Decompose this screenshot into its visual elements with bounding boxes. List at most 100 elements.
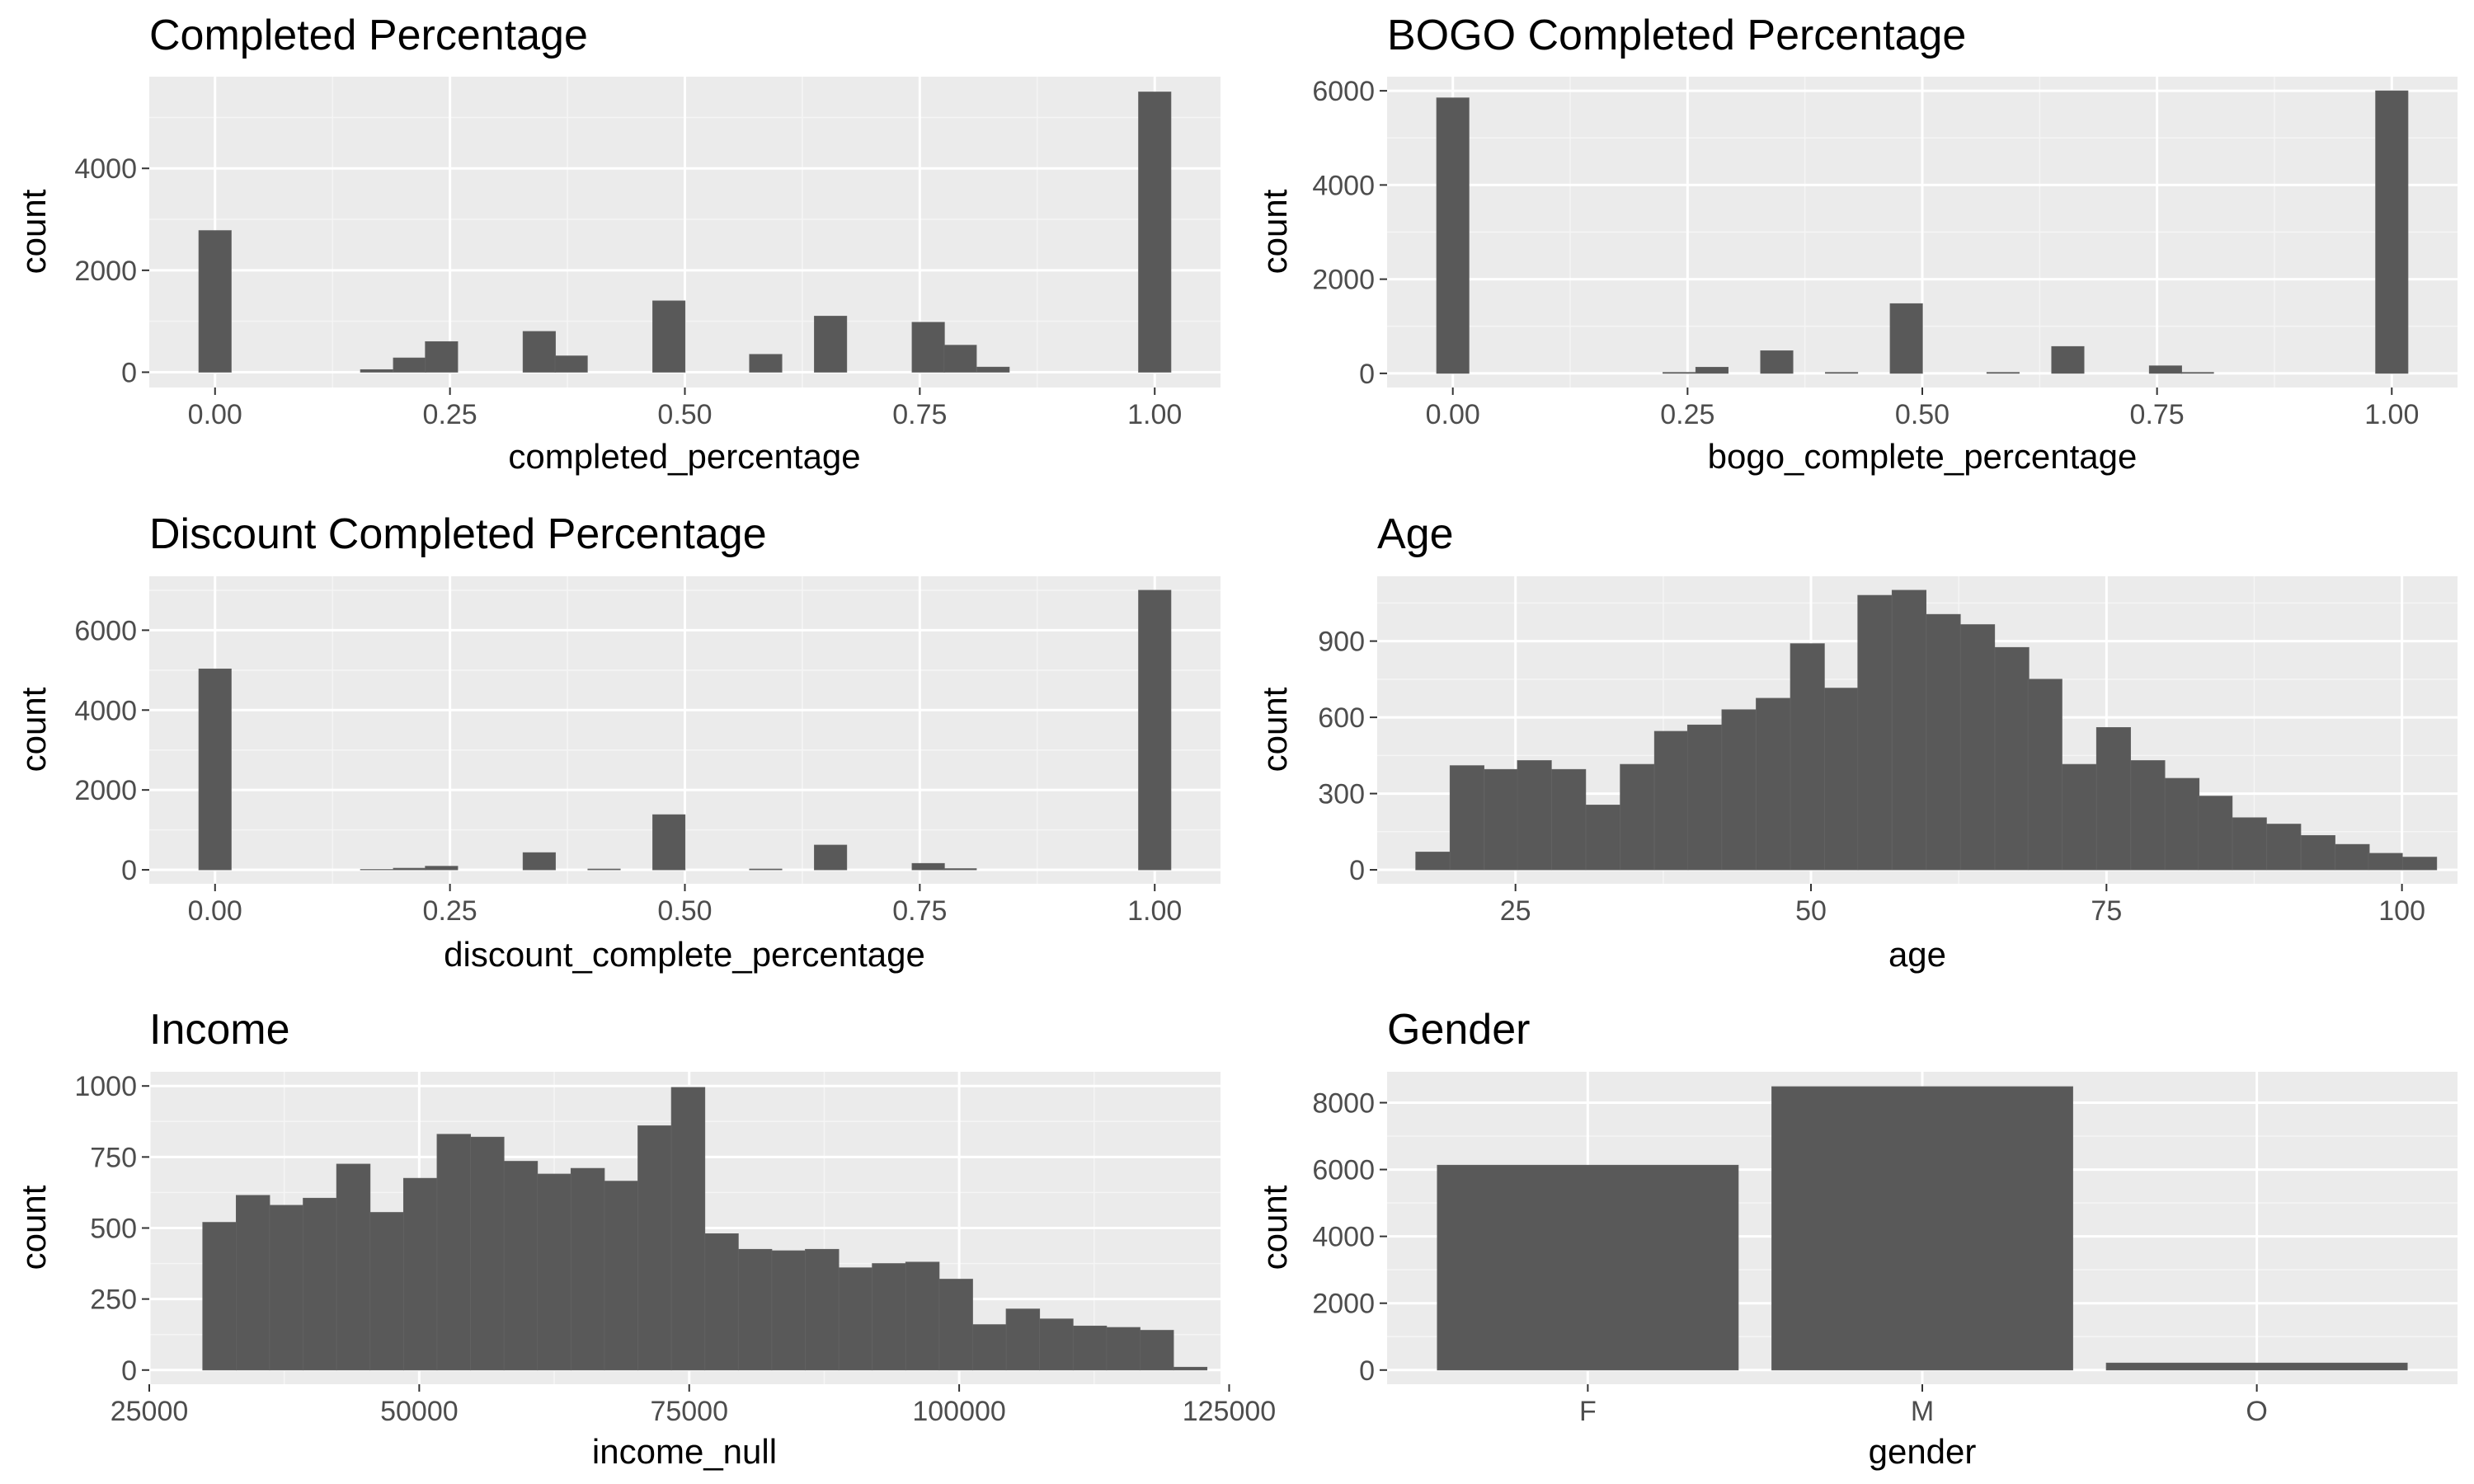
y-tick-label: 600 bbox=[1318, 702, 1365, 734]
histogram-bar bbox=[2130, 760, 2166, 871]
histogram-bar bbox=[938, 1279, 973, 1371]
x-tick-label: 0.75 bbox=[892, 895, 947, 927]
y-tick-label: 750 bbox=[90, 1142, 137, 1173]
histogram-bar bbox=[838, 1267, 873, 1371]
histogram-bar bbox=[1620, 763, 1655, 871]
histogram-bar bbox=[976, 366, 1010, 373]
histogram-bar bbox=[814, 844, 848, 871]
histogram-bar bbox=[537, 1173, 571, 1371]
histogram-bar bbox=[436, 1134, 471, 1371]
histogram-bar bbox=[235, 1195, 270, 1371]
histogram-bar bbox=[369, 1212, 404, 1371]
x-axis-title: gender bbox=[1869, 1432, 1977, 1471]
x-tick-label: 50 bbox=[1795, 895, 1827, 927]
panel-title: Age bbox=[1377, 510, 1454, 558]
y-axis-title: count bbox=[1255, 1185, 1294, 1270]
x-tick-label: 0.75 bbox=[2130, 399, 2185, 430]
histogram-bar bbox=[1517, 760, 1552, 871]
y-tick-label: 500 bbox=[90, 1214, 137, 1245]
histogram-bar bbox=[1585, 805, 1620, 871]
x-tick-label: 0.00 bbox=[188, 895, 242, 927]
histogram-bar bbox=[749, 354, 783, 373]
y-tick-label: 6000 bbox=[74, 615, 137, 646]
histogram-bar bbox=[1551, 768, 1587, 871]
histogram-bar bbox=[1994, 646, 2030, 871]
y-tick-label: 0 bbox=[121, 1355, 137, 1387]
histogram-bar bbox=[1960, 624, 1996, 871]
histogram-bar bbox=[1173, 1366, 1208, 1371]
x-tick-label: 125000 bbox=[1183, 1396, 1276, 1427]
histogram-bar bbox=[2368, 852, 2403, 871]
histogram-bar bbox=[1039, 1318, 1074, 1371]
histogram-bar bbox=[1449, 765, 1484, 871]
histogram-bar bbox=[704, 1233, 739, 1371]
x-axis-title: bogo_complete_percentage bbox=[1708, 437, 2138, 476]
panel-title: Completed Percentage bbox=[149, 12, 588, 59]
histogram-bar bbox=[393, 867, 426, 871]
panel-completed: 0 2000 4000 0.00 0.25 0.50 0.75 1.00 Completed … bbox=[14, 12, 1221, 476]
histogram-bar bbox=[402, 1177, 438, 1371]
plot-layer: 0 2000 4000 0.00 0.25 0.50 0.75 1.00 bbox=[74, 77, 1221, 430]
histogram-bar bbox=[2402, 857, 2438, 871]
histogram-bar bbox=[1891, 589, 1927, 871]
histogram-bar bbox=[805, 1248, 840, 1371]
histogram-bar bbox=[554, 355, 588, 373]
y-axis-title: count bbox=[1255, 189, 1294, 274]
y-tick-label: 2000 bbox=[74, 256, 137, 287]
x-tick-label: 25 bbox=[1500, 895, 1531, 927]
x-tick-label: 0.75 bbox=[892, 399, 947, 430]
histogram-bar bbox=[1790, 643, 1825, 871]
histogram-bar bbox=[814, 316, 848, 373]
y-tick-label: 0 bbox=[1359, 359, 1375, 390]
x-tick-label: 0.50 bbox=[657, 895, 712, 927]
histogram-bar bbox=[2051, 345, 2085, 374]
histogram-bar bbox=[1436, 97, 1470, 374]
x-tick-label: 75 bbox=[2091, 895, 2122, 927]
x-tick-label: 0.50 bbox=[657, 399, 712, 430]
histogram-bar bbox=[1415, 852, 1451, 871]
panel-title: BOGO Completed Percentage bbox=[1387, 12, 1966, 59]
x-tick-label: 0.00 bbox=[188, 399, 242, 430]
panel-title: Income bbox=[149, 1006, 290, 1054]
y-tick-label: 4000 bbox=[1312, 1222, 1375, 1253]
histogram-bar bbox=[1140, 1330, 1174, 1371]
y-tick-label: 300 bbox=[1318, 779, 1365, 810]
histogram-bar bbox=[872, 1263, 906, 1371]
y-tick-label: 0 bbox=[1359, 1355, 1375, 1387]
histogram-bar bbox=[425, 866, 459, 871]
histogram-bar bbox=[1771, 1086, 2073, 1371]
x-axis-title: age bbox=[1888, 935, 1946, 974]
x-tick-label: 0.25 bbox=[1660, 399, 1714, 430]
histogram-bar bbox=[1686, 724, 1723, 871]
histogram-bar bbox=[771, 1250, 806, 1371]
y-axis-title: count bbox=[14, 687, 53, 772]
histogram-bar bbox=[1106, 1327, 1141, 1371]
histogram-bar bbox=[269, 1205, 304, 1371]
y-tick-label: 4000 bbox=[74, 153, 137, 185]
histogram-bar bbox=[470, 1136, 505, 1371]
x-tick-label: 1.00 bbox=[1127, 895, 1182, 927]
histogram-bar bbox=[652, 300, 686, 373]
histogram-bar bbox=[1138, 92, 1172, 373]
y-tick-label: 1000 bbox=[74, 1071, 137, 1102]
y-tick-label: 8000 bbox=[1312, 1087, 1375, 1119]
histogram-bar bbox=[1653, 730, 1689, 871]
histogram-bar bbox=[1926, 613, 1961, 871]
histogram-bar bbox=[1857, 594, 1893, 871]
x-tick-label: 75000 bbox=[650, 1396, 728, 1427]
x-tick-label: 1.00 bbox=[2364, 399, 2419, 430]
histogram-bar bbox=[393, 357, 426, 373]
y-axis-title: count bbox=[14, 1185, 53, 1270]
x-tick-label: 100 bbox=[2378, 895, 2425, 927]
x-tick-label: 100000 bbox=[912, 1396, 1005, 1427]
histogram-bar bbox=[1695, 367, 1729, 374]
y-tick-label: 250 bbox=[90, 1284, 137, 1316]
x-tick-label: 0.00 bbox=[1426, 399, 1480, 430]
histogram-bar bbox=[1138, 589, 1172, 871]
histogram-bar bbox=[943, 868, 977, 871]
plot-layer: 0 2000 4000 6000 0.00 0.25 0.50 0.75 1.00 bbox=[1312, 76, 2458, 430]
y-tick-label: 6000 bbox=[1312, 76, 1375, 107]
panel-age: 0 300 600 900 25 50 75 100 Age age count bbox=[1255, 510, 2458, 974]
histogram-bar bbox=[1889, 303, 1923, 374]
